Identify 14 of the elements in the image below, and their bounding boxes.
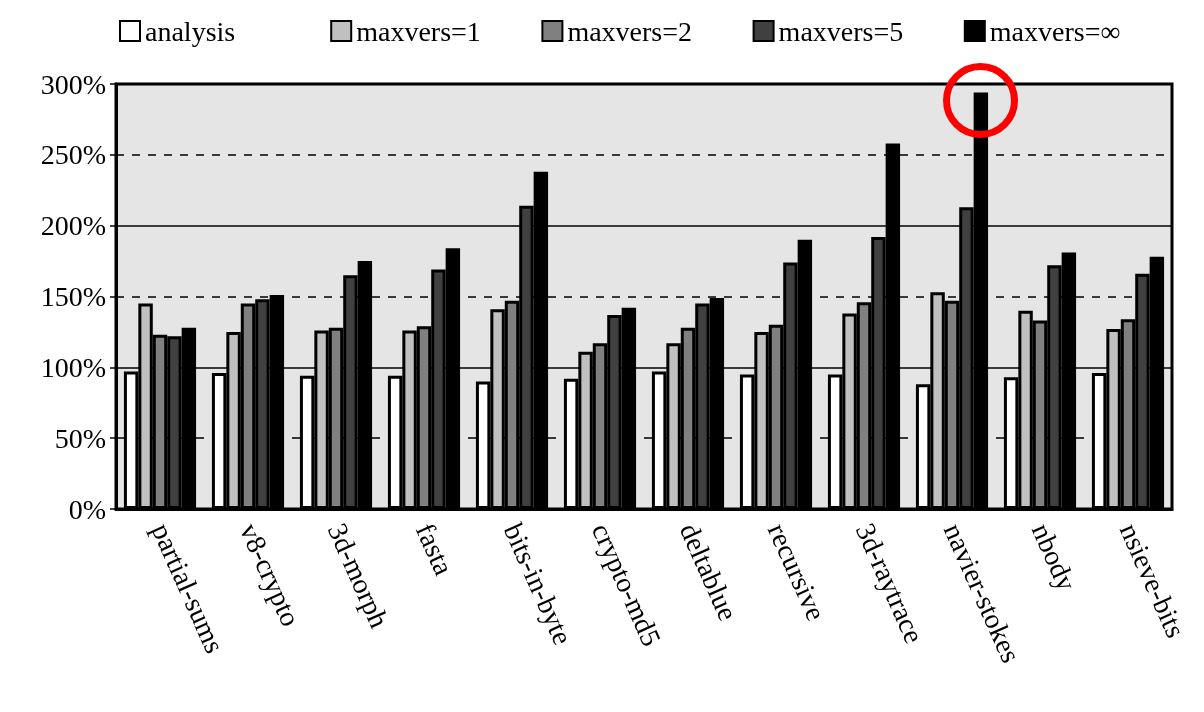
legend-label: maxvers=1 [356, 15, 481, 47]
x-tick-label: nbody [1025, 518, 1083, 596]
legend-label: analysis [145, 15, 236, 47]
x-tick-label: fasta [409, 518, 460, 581]
y-tick-label: 150% [40, 281, 106, 312]
y-tick-label: 200% [40, 210, 106, 242]
legend-label: maxvers=∞ [989, 15, 1121, 47]
legend-label: maxvers=2 [567, 15, 693, 47]
y-tick-label: 300% [40, 68, 106, 100]
y-tick-label: 250% [40, 139, 106, 171]
y-tick-label: 50% [54, 422, 106, 454]
y-tick-label: 100% [40, 351, 106, 383]
y-tick-label: 0% [68, 493, 106, 525]
legend-label: maxvers=5 [778, 15, 904, 47]
